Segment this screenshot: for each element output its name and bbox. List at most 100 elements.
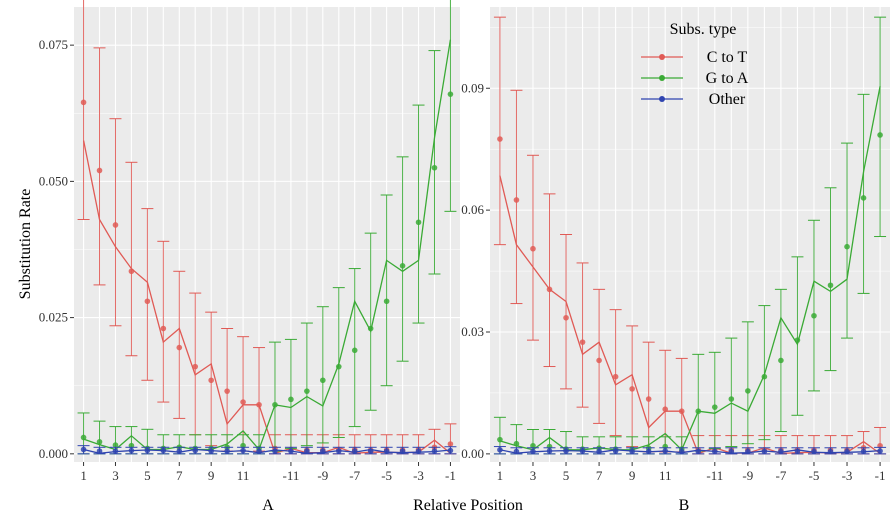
- panel-a-c-to-t-point: [240, 399, 246, 405]
- legend-label-g-to-a: G to A: [706, 70, 749, 87]
- panel-a-x-tick-label: -5: [381, 468, 392, 483]
- panel-a-other-point: [80, 446, 87, 453]
- panel-b-x-tick-label: -7: [775, 468, 786, 483]
- panel-a-x-tick-label: -1: [445, 468, 456, 483]
- panel-b-other-point: [612, 448, 619, 454]
- panel-a-g-to-a-point: [304, 388, 310, 394]
- panel-a-x-tick-label: 11: [237, 468, 250, 483]
- panel-b-x-tick-label: -9: [742, 468, 753, 483]
- panel-a-x-tick-label: -11: [282, 468, 299, 483]
- legend-label-c-to-t: C to T: [707, 49, 748, 66]
- panel-a-other-point: [96, 448, 103, 454]
- panel-a-c-to-t-point: [128, 268, 135, 275]
- panel-a-g-to-a-point: [96, 439, 103, 445]
- panel-b-y-tick-label: 0.09: [461, 80, 484, 95]
- panel-a-c-to-t-point: [256, 401, 262, 408]
- panel-b: 0.00 0.03 0.06 0.09 1 3 5 7 9 11 -11 -9 -7 -5 -3 -1: [461, 7, 890, 483]
- panel-a-c-to-t-point: [447, 441, 454, 447]
- panel-a-other-point: [399, 448, 406, 454]
- panel-b-c-to-t-point: [497, 136, 503, 142]
- panel-a-other-point: [320, 448, 326, 454]
- panel-a-g-to-a-point: [367, 325, 374, 332]
- panel-b-g-to-a-point: [761, 373, 768, 380]
- panel-a-c-to-t-point: [144, 298, 151, 305]
- panel-b-x-tick-label: -5: [809, 468, 820, 483]
- panel-a-g-to-a-point: [272, 401, 278, 408]
- panel-a-c-to-t-point: [160, 325, 167, 332]
- panel-a-y-tick-label: 0.000: [39, 446, 68, 461]
- panel-a-label: A: [262, 497, 274, 514]
- panel-b-c-to-t-point: [678, 408, 685, 415]
- panel-a-other-point: [256, 448, 262, 454]
- panel-a-c-to-t-point: [112, 222, 119, 228]
- panel-a-g-to-a-point: [351, 347, 358, 354]
- panel-a-y-tick-label: 0.050: [39, 173, 68, 188]
- panel-b-g-to-a-point: [827, 282, 834, 289]
- panel-a-g-to-a-point: [431, 164, 438, 171]
- panel-a-series-other: [77, 445, 457, 455]
- panel-b-c-to-t-point: [645, 396, 652, 402]
- panel-a-other-point: [415, 448, 422, 454]
- panel-b-g-to-a-point: [811, 312, 817, 319]
- panel-b-other-point: [579, 448, 586, 454]
- panel-b-g-to-a-point: [497, 436, 503, 443]
- panel-a-other-point: [160, 447, 167, 454]
- panel-a-g-to-a-point: [288, 396, 294, 403]
- panel-b-other-line: [499, 449, 881, 454]
- legend-label-other: Other: [709, 91, 746, 108]
- panel-a-other-point: [351, 448, 358, 454]
- legend-key-point-other: [659, 96, 665, 102]
- panel-b-other-point: [596, 448, 602, 455]
- legend-entry-g-to-a: G to A: [641, 70, 749, 87]
- panel-b-other-point: [844, 448, 850, 455]
- legend-entry-c-to-t: C to T: [641, 49, 748, 66]
- panel-b-other-point: [877, 448, 883, 454]
- legend-key-point-c-to-t: [659, 54, 665, 60]
- panel-a-g-to-a-point: [320, 377, 326, 384]
- panel-b-series-other: [493, 446, 887, 455]
- panel-b-g-to-a-point: [844, 243, 850, 250]
- panel-b-background: [490, 7, 890, 462]
- panel-b-y-tick-label: 0.03: [461, 324, 484, 339]
- panel-a-c-to-t-point: [224, 388, 230, 394]
- panel-b-x-tick-label: -1: [875, 468, 886, 483]
- panel-b-c-to-t-point: [579, 339, 586, 345]
- panel-a-other-point: [240, 447, 246, 454]
- panel-a-other-point: [272, 448, 278, 454]
- panel-a-x-tick-label: 1: [80, 468, 87, 483]
- panel-a-c-to-t-point: [192, 363, 199, 370]
- panel-b-g-to-a-point: [728, 396, 735, 402]
- panel-b-c-to-t-point: [612, 373, 619, 380]
- panel-a-background: [74, 7, 460, 462]
- panel-a-c-to-t-point: [176, 344, 183, 351]
- panel-b-y-tick-label: 0.00: [461, 446, 484, 461]
- panel-b-other-point: [778, 448, 784, 455]
- legend-entry-other: Other: [641, 91, 746, 108]
- panel-b-other-point: [728, 448, 735, 455]
- panel-a-other-point: [144, 447, 151, 454]
- legend-key-point-g-to-a: [659, 75, 665, 81]
- y-axis-title: Substitution Rate: [17, 189, 34, 300]
- panel-a-x-tick-label: 7: [176, 468, 183, 483]
- panel-b-other-point: [513, 448, 520, 455]
- panel-b-other-point: [546, 448, 553, 454]
- panel-a-other-point: [112, 448, 119, 454]
- panel-b-c-to-t-point: [546, 286, 553, 293]
- panel-a-other-point: [192, 447, 199, 454]
- panel-a-c-to-t-point: [80, 99, 87, 106]
- legend-title: Subs. type: [670, 21, 737, 38]
- panel-b-x-tick-label: 3: [530, 468, 537, 483]
- panel-b-x-tick-label: 7: [596, 468, 603, 483]
- panel-b-x-tick-label: 11: [659, 468, 672, 483]
- panel-a-other-point: [304, 448, 310, 454]
- panel-a-other-point: [431, 448, 438, 454]
- panel-b-g-to-a-point: [530, 442, 536, 449]
- panel-b-c-to-t-point: [596, 357, 602, 364]
- panel-b-c-to-t-point: [662, 406, 669, 412]
- panel-a-x-tick-label: 9: [208, 468, 215, 483]
- panel-b-y-tick-label: 0.06: [461, 202, 484, 217]
- panel-b-other-point: [827, 448, 834, 455]
- panel-b-g-to-a-point: [513, 440, 520, 447]
- panel-b-g-to-a-point: [695, 408, 702, 415]
- panel-a-other-point: [383, 448, 390, 454]
